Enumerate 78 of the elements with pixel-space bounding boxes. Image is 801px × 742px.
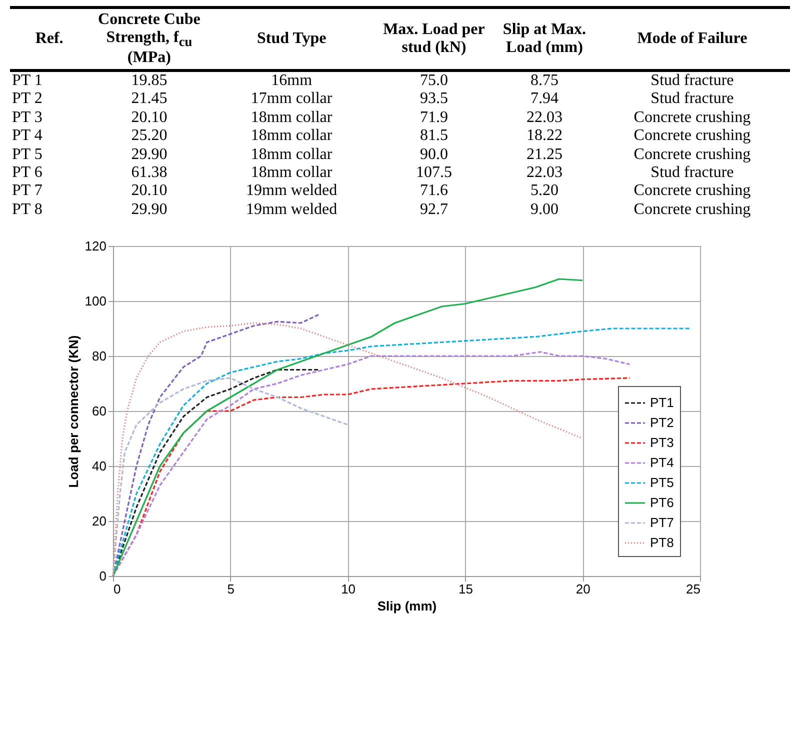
text: PT 6 <box>11 164 44 182</box>
text: 29.90 <box>130 200 168 220</box>
legend-label: PT7 <box>650 515 674 530</box>
x-tick-label: 0 <box>114 582 121 597</box>
text: PT 3 <box>11 108 44 128</box>
text: 19.85 <box>130 71 168 90</box>
text: PT 5 <box>11 146 44 164</box>
text: 19mm welded <box>245 200 338 220</box>
text: 16mm <box>270 71 314 90</box>
text: 29.90 <box>130 146 168 164</box>
text: Concrete crushing <box>632 200 752 220</box>
text: 25.20 <box>130 127 168 146</box>
line-series <box>112 377 349 577</box>
text: PT 1 <box>11 71 44 90</box>
text: Stud fracture <box>650 90 735 109</box>
text: 21.45 <box>130 90 168 109</box>
y-tick-label: 120 <box>84 238 106 254</box>
x-tick-label: 10 <box>341 582 356 597</box>
legend-label: PT5 <box>650 475 674 490</box>
text: 81.5 <box>418 127 449 146</box>
y-tick-label: 0 <box>99 568 106 584</box>
y-tick-label: 60 <box>92 404 106 419</box>
text: Concrete crushing <box>632 127 752 146</box>
text: 93.5 <box>418 90 449 109</box>
text: 107.5 <box>414 164 453 182</box>
text: 71.6 <box>418 182 449 201</box>
text: PT 7 <box>11 182 44 201</box>
text: 19mm welded <box>245 182 338 201</box>
y-tick-label: 80 <box>92 348 106 364</box>
category-label: Ref. <box>10 8 89 71</box>
x-tick-label: 15 <box>458 582 473 597</box>
text: PT 8 <box>11 200 44 220</box>
text: 18.22 <box>525 127 564 146</box>
y-tick-label: 20 <box>92 514 106 529</box>
text: 22.03 <box>525 164 564 182</box>
category-label: Stud Type <box>210 8 374 71</box>
text: 18mm collar <box>250 127 334 146</box>
text: 20.10 <box>130 182 168 201</box>
x-axis-title: Slip (mm) <box>377 598 437 614</box>
text: 18mm collar <box>250 108 334 128</box>
text: 71.9 <box>418 108 449 128</box>
text: Concrete crushing <box>632 182 752 201</box>
text: 21.25 <box>525 146 564 164</box>
text: 90.0 <box>418 146 449 164</box>
legend-label: PT4 <box>650 455 674 470</box>
text: 75.0 <box>418 71 449 90</box>
legend-label: PT2 <box>650 415 674 430</box>
y-tick-label: 40 <box>92 458 106 474</box>
category-label: Mode of Failure <box>594 8 790 71</box>
text: 8.75 <box>529 71 560 90</box>
text: Concrete crushing <box>632 146 752 164</box>
text: 61.38 <box>130 164 168 182</box>
category-label: Concrete Cube Strength, f$_{cu}$ (MPa) <box>88 8 210 71</box>
text: Stud fracture <box>650 164 735 182</box>
category-label: Slip at Max. Load (mm) <box>494 8 594 71</box>
text: Stud fracture <box>650 71 735 90</box>
text: 5.20 <box>529 182 560 201</box>
text: PT 2 <box>11 90 44 109</box>
legend-label: PT8 <box>650 535 674 550</box>
y-tick-label: 100 <box>84 294 106 309</box>
legend-label: PT1 <box>650 395 674 410</box>
text: 20.10 <box>130 108 168 128</box>
x-tick-label: 20 <box>576 582 590 597</box>
category-label: Max. Load per stud (kN) <box>373 8 495 71</box>
text: 7.94 <box>529 90 560 109</box>
text: Concrete crushing <box>632 108 752 128</box>
text: 18mm collar <box>250 164 334 182</box>
legend-label: PT6 <box>650 495 674 510</box>
text: 9.00 <box>529 200 560 220</box>
x-tick-label: 5 <box>227 582 235 597</box>
x-tick-label: 25 <box>686 582 700 597</box>
text: 92.7 <box>418 200 449 220</box>
legend-label: PT3 <box>650 435 674 450</box>
text: 22.03 <box>525 108 564 128</box>
text: PT 4 <box>11 127 44 146</box>
y-axis-title: Load per connector (KN) <box>66 335 81 488</box>
text: 17mm collar <box>250 90 334 109</box>
text: 18mm collar <box>250 146 334 164</box>
